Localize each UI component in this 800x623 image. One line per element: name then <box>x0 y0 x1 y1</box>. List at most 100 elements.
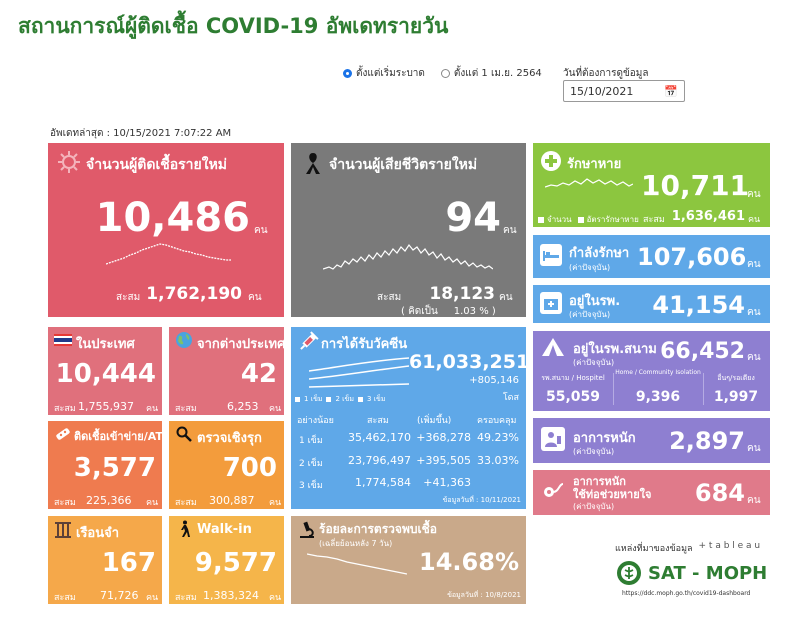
vaccine-header-cov: ครอบคลุม <box>477 416 517 426</box>
walk-in-cum-value: 1,383,324 <box>203 589 259 602</box>
date-label: วันที่ต้องการดูข้อมูล <box>563 68 649 79</box>
recovered-unit: คน <box>747 189 761 200</box>
new-deaths-unit: คน <box>503 225 517 236</box>
vaccine-legend-2: 2 เข็ม <box>335 395 354 403</box>
vaccine-row1-dose: 1 เข็ม <box>299 436 323 446</box>
domestic-value: 10,444 <box>55 359 156 389</box>
new-cases-cum-label: สะสม <box>116 292 141 303</box>
atk-label: ติดเชื้อเข้าข่าย/ATK <box>74 430 172 443</box>
ventilator-tile: อาการหนัก ใช้ท่อช่วยหายใจ (ค่าปัจจุบัน) … <box>533 470 770 515</box>
in-treatment-unit: คน <box>747 259 761 270</box>
date-range-filter: ตั้งแต่เริ่มระบาด ตั้งแต่ 1 เม.ย. 2564 <box>343 66 542 81</box>
field-col3-label: อื่นๆ/รอเตียง <box>717 374 755 382</box>
syringe-icon <box>297 331 319 353</box>
vaccine-row3-inc: +41,363 <box>423 476 471 489</box>
field-col2-label: Home / Community Isolation <box>615 369 701 376</box>
date-input[interactable]: 15/10/2021 📅 <box>563 80 685 102</box>
test-kit-icon <box>54 425 72 443</box>
atk-tile: ติดเชื้อเข้าข่าย/ATK 3,577 สะสม 225,366 … <box>48 421 171 509</box>
vaccine-legend: 1 เข็ม 2 เข็ม 3 เข็ม <box>295 394 385 405</box>
recovered-legend: จำนวน อัตรารักษาหาย <box>538 213 639 226</box>
active-search-cum-label: สะสม <box>175 498 197 508</box>
ventilator-label-2: ใช้ท่อช่วยหายใจ <box>573 488 652 501</box>
domestic-cum-label: สะสม <box>54 404 76 414</box>
field-hospital-value: 66,452 <box>660 339 745 364</box>
radio-since-april-label[interactable]: ตั้งแต่ 1 เม.ย. 2564 <box>453 68 542 79</box>
magnifier-icon <box>175 425 193 443</box>
radio-since-april[interactable] <box>440 69 450 78</box>
prison-label: เรือนจำ <box>76 526 120 541</box>
positivity-trend-line <box>307 553 407 575</box>
data-source-label: แหล่งที่มาของข้อมูล <box>615 544 693 554</box>
sat-moph-text: SAT - MOPH <box>648 563 768 584</box>
in-hospital-value: 41,154 <box>652 291 745 319</box>
recovered-value: 10,711 <box>641 169 750 202</box>
patient-icon <box>541 427 565 451</box>
field-col1-value: 55,059 <box>545 389 601 405</box>
vaccine-tile: การได้รับวัคซีน 61,033,251 +805,146 โดส … <box>291 327 529 509</box>
mourning-ribbon-icon <box>303 151 323 175</box>
virus-icon <box>56 149 82 175</box>
imported-cum-label: สะสม <box>175 404 197 414</box>
radio-since-start-label[interactable]: ตั้งแต่เริ่มระบาด <box>356 68 425 79</box>
field-hospital-tile: อยู่ในรพ.สนาม (ค่าปัจจุบัน) 66,452 คน รพ… <box>533 331 770 411</box>
ventilator-value: 684 <box>694 479 745 507</box>
vaccine-row1-cov: 49.23% <box>477 431 519 444</box>
recovered-label: รักษาหาย <box>567 157 622 172</box>
vaccine-row3-cum: 1,774,584 <box>355 476 411 489</box>
in-hospital-label: อยู่ในรพ. <box>569 294 621 309</box>
new-deaths-tile: จำนวนผู้เสียชีวิตรายใหม่ 94 คน สะสม 18,1… <box>291 143 526 317</box>
legend-count-label: จำนวน <box>547 215 572 224</box>
recovered-tile: รักษาหาย 10,711 คน จำนวน อัตรารักษาหาย ส… <box>533 143 770 227</box>
new-cases-value: 10,486 <box>95 195 250 241</box>
vaccine-legend-1: 1 เข็ม <box>304 395 323 403</box>
positivity-sub: (เฉลี่ยย้อนหลัง 7 วัน) <box>319 539 393 548</box>
page-title: สถานการณ์ผู้ติดเชื้อ COVID-19 อัพเดทรายว… <box>18 14 449 38</box>
walk-in-label: Walk-in <box>197 522 252 537</box>
vaccine-row2-dose: 2 เข็ม <box>299 459 323 469</box>
ventilator-unit: คน <box>747 495 761 506</box>
domestic-tile: ในประเทศ 10,444 สะสม 1,755,937 คน <box>48 327 162 415</box>
legend-swatch-count <box>538 216 544 223</box>
walk-in-tile: Walk-in 9,577 สะสม 1,383,324 คน <box>169 516 284 604</box>
data-source: แหล่งที่มาของข้อมูล + t a b l e a u <box>615 541 760 555</box>
severe-value: 2,897 <box>669 427 745 455</box>
severe-label: อาการหนัก <box>573 431 636 446</box>
walk-in-value: 9,577 <box>194 548 277 578</box>
recovered-cum-unit: คน <box>748 215 761 225</box>
severe-unit: คน <box>747 443 761 454</box>
vaccine-row3-dose: 3 เข็ม <box>299 481 323 491</box>
walking-person-icon <box>175 520 193 538</box>
source-url[interactable]: https://ddc.moph.go.th/covid19-dashboard <box>622 590 751 597</box>
new-cases-label: จำนวนผู้ติดเชื้อรายใหม่ <box>86 157 228 173</box>
radio-since-start[interactable] <box>343 69 352 78</box>
field-col3-value: 1,997 <box>713 389 759 405</box>
positivity-footnote: ข้อมูลวันที่ : 10/8/2021 <box>447 591 521 599</box>
calendar-icon[interactable]: 📅 <box>664 85 678 98</box>
vaccine-row1-inc: +368,278 <box>416 431 471 444</box>
walk-in-cum-unit: คน <box>269 593 282 603</box>
vaccine-row2-cum: 23,796,497 <box>348 454 411 467</box>
prison-tile: เรือนจำ 167 สะสม 71,726 คน <box>48 516 162 604</box>
imported-tile: จากต่างประเทศ 42 สะสม 6,253 คน <box>169 327 285 415</box>
tableau-logo: + t a b l e a u <box>698 541 761 551</box>
date-value: 15/10/2021 <box>570 85 634 98</box>
new-deaths-cum-value: 18,123 <box>429 284 495 304</box>
vaccine-footnote: ข้อมูลวันที่ : 10/11/2021 <box>442 496 521 504</box>
positivity-label: ร้อยละการตรวจพบเชื้อ <box>319 522 437 536</box>
severe-tile: อาการหนัก (ค่าปัจจุบัน) 2,897 คน <box>533 418 770 463</box>
thai-flag-icon <box>54 333 72 347</box>
vaccine-header-dose: อย่างน้อย <box>297 416 334 426</box>
death-rate-text: ( คิดเป็น 1.03 % ) <box>401 306 496 317</box>
vaccine-header-cum: สะสม <box>367 416 389 426</box>
domestic-cum-unit: คน <box>146 404 159 414</box>
new-deaths-trend-line <box>323 243 493 270</box>
globe-icon <box>175 331 193 349</box>
ventilator-icon <box>541 480 565 504</box>
hospital-icon <box>540 292 562 314</box>
active-search-cum-unit: คน <box>269 498 282 508</box>
vaccine-trend-lines <box>309 357 409 388</box>
in-treatment-tile: กำลังรักษา (ค่าปัจจุบัน) 107,606 คน <box>533 235 770 278</box>
domestic-label: ในประเทศ <box>76 337 135 352</box>
new-deaths-label: จำนวนผู้เสียชีวิตรายใหม่ <box>329 157 478 173</box>
